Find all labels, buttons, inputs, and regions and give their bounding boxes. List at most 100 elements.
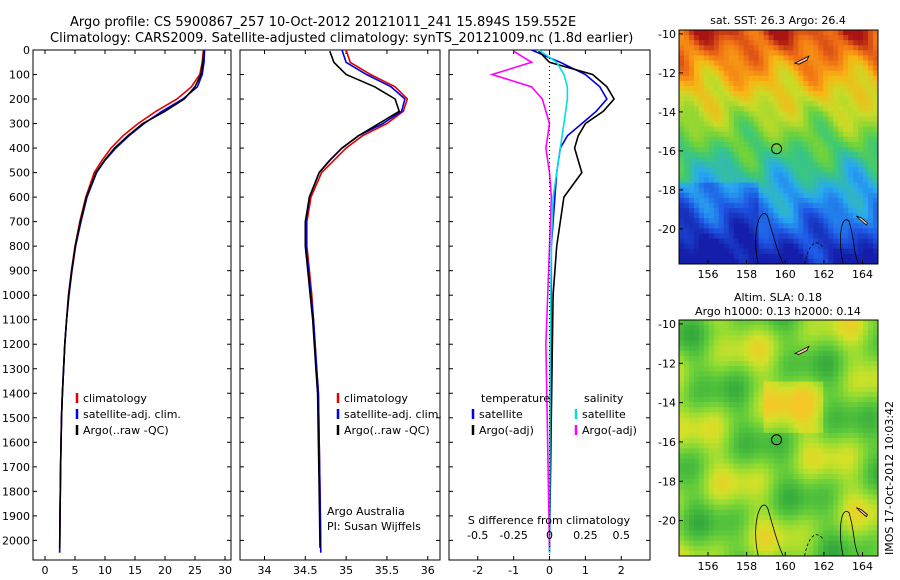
sst-map-cell [693, 233, 700, 239]
sst-map-cell [818, 172, 824, 178]
sst-map-cell [693, 182, 700, 189]
sst-map-cell [828, 162, 834, 168]
sst-map-cell [768, 50, 774, 56]
sst-map-cell [803, 182, 809, 189]
sla-map-cell [823, 417, 829, 424]
sst-map-cell [873, 243, 879, 250]
sst-map-cell [868, 197, 874, 204]
sla-map-cell [723, 530, 730, 536]
sla-map-cell [798, 402, 804, 408]
sst-map-cell [748, 70, 755, 77]
sst-map-cell [838, 45, 844, 51]
sst-map-cell [808, 131, 814, 138]
sla-map-cell [833, 417, 839, 424]
sla-map-cell [863, 525, 869, 531]
sst-map-cell [728, 65, 735, 72]
sla-map-cell [873, 340, 879, 347]
sst-map-cell [698, 172, 705, 178]
sla-map-cell [748, 432, 755, 439]
sst-map-cell [748, 106, 755, 112]
sst-map-cell [858, 96, 864, 102]
sst-map-cell [743, 91, 750, 97]
sst-map-cell [763, 177, 769, 184]
sst-map-cell [868, 157, 874, 163]
sst-map-cell [838, 167, 844, 173]
sst-map-cell [843, 75, 849, 82]
sst-map-cell [773, 70, 779, 77]
sla-map-cell [823, 468, 829, 475]
sla-map-cell [873, 422, 879, 429]
sst-map-cell [733, 40, 740, 46]
sst-map-cell [823, 35, 829, 41]
sla-map-xtick-label: 160 [775, 560, 796, 573]
sla-map-cell [733, 489, 740, 495]
sst-map-cell [788, 75, 794, 82]
sla-map-cell [803, 535, 809, 542]
sst-map-cell [848, 162, 854, 168]
sst-map-cell [683, 131, 690, 138]
sst-map-cell [773, 228, 779, 234]
sla-map-cell [803, 366, 809, 372]
sla-map-cell [738, 545, 745, 552]
sla-map-cell [828, 335, 834, 341]
sst-map-cell [788, 45, 794, 51]
sla-map-cell [803, 520, 809, 526]
sst-map-cell [858, 228, 864, 234]
sla-map-cell [763, 458, 769, 465]
sla-map-cell [818, 443, 824, 449]
sst-map-cell [733, 253, 740, 260]
sst-map-cell [773, 253, 779, 260]
sla-map-cell [693, 335, 700, 341]
sst-map-cell [828, 45, 834, 51]
sla-map-cell [813, 550, 819, 557]
sst-map-cell [793, 126, 799, 133]
sla-map-cell [679, 402, 685, 408]
sst-map-cell [703, 248, 710, 255]
sla-map-cell [858, 361, 864, 367]
sla-map-cell [708, 484, 715, 490]
sla-map-cell [813, 350, 819, 357]
sla-map-cell [833, 530, 839, 536]
sla-map-cell [838, 499, 844, 506]
salinity-profile-xtick-label: 34 [257, 564, 271, 577]
sst-map-cell [773, 75, 779, 82]
sst-map-cell [833, 55, 839, 61]
sst-map-cell [873, 187, 879, 194]
sst-map-cell [763, 60, 769, 67]
sst-map-cell [873, 91, 879, 97]
sla-map-cell [823, 520, 829, 526]
sst-map-cell [798, 141, 804, 148]
sla-map-cell [848, 458, 854, 465]
sst-map-cell [873, 111, 879, 117]
sst-map-cell [808, 197, 814, 204]
sst-map-cell [823, 126, 829, 133]
sst-map-cell [813, 162, 819, 168]
sla-map-cell [698, 427, 705, 434]
sst-map-cell [758, 223, 764, 229]
sst-map-cell [833, 70, 839, 77]
sla-map-cell [843, 355, 849, 362]
sla-map-cell [679, 550, 685, 557]
sla-map-cell [853, 412, 859, 418]
sla-map-cell [693, 330, 700, 336]
temperature-profile-ytick-label: 0 [23, 44, 30, 57]
sst-map-cell [703, 197, 710, 204]
sla-map-cell [758, 432, 764, 439]
sst-map-cell [838, 238, 844, 245]
sst-map-cell [763, 106, 769, 112]
sst-map-cell [728, 228, 735, 234]
sst-map-cell [793, 96, 799, 102]
sla-map-cell [813, 479, 819, 485]
sst-map-cell [738, 141, 745, 148]
sla-map-cell [793, 427, 799, 434]
sst-map-cell [798, 177, 804, 184]
sst-map-cell [679, 96, 685, 102]
sst-map-cell [823, 111, 829, 117]
sla-map-cell [808, 479, 814, 485]
sla-map-cell [818, 361, 824, 367]
sst-map-cell [728, 121, 735, 128]
sla-map-cell [738, 550, 745, 557]
sst-map-cell [728, 192, 735, 199]
sla-map-cell [773, 550, 779, 557]
sla-map-cell [679, 535, 685, 542]
